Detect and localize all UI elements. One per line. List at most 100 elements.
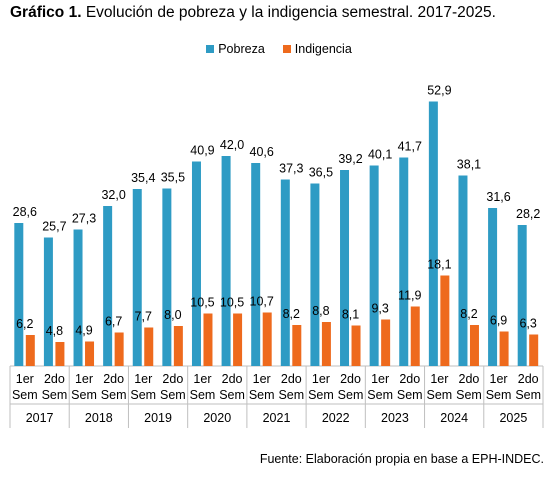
data-label-pobreza: 28,6 — [13, 205, 37, 219]
tick-label-semester: Sem — [219, 388, 245, 402]
tick-label-semester: Sem — [397, 388, 423, 402]
tick-label-semester: 2do — [399, 372, 420, 386]
bar-pobreza — [340, 170, 350, 366]
tick-label-semester: 2do — [162, 372, 183, 386]
bar-indigencia — [410, 306, 420, 366]
data-label-indigencia: 10,7 — [250, 295, 274, 309]
tick-label-semester: 2do — [44, 372, 65, 386]
data-label-pobreza: 40,6 — [250, 145, 274, 159]
data-label-pobreza: 39,2 — [338, 152, 362, 166]
bar-pobreza — [221, 156, 231, 366]
tick-label-year: 2024 — [440, 411, 468, 425]
bar-pobreza — [162, 188, 172, 366]
tick-label-semester: 2do — [222, 372, 243, 386]
bar-indigencia — [499, 331, 509, 366]
tick-label-semester: Sem — [515, 388, 541, 402]
legend-item-indigencia: Indigencia — [282, 42, 352, 56]
tick-label-year: 2018 — [85, 411, 113, 425]
data-label-pobreza: 38,1 — [457, 158, 481, 172]
data-label-pobreza: 52,9 — [427, 84, 451, 98]
data-label-indigencia: 8,0 — [164, 308, 181, 322]
data-label-pobreza: 32,0 — [101, 188, 125, 202]
bar-pobreza — [14, 223, 24, 366]
bar-indigencia — [292, 325, 302, 366]
data-label-indigencia: 4,9 — [75, 324, 92, 338]
tick-label-semester: 1er — [430, 372, 448, 386]
data-label-pobreza: 40,1 — [368, 148, 392, 162]
tick-label-semester: 2do — [459, 372, 480, 386]
data-label-pobreza: 42,0 — [220, 138, 244, 152]
bar-indigencia — [262, 312, 272, 366]
tick-label-semester: Sem — [160, 388, 186, 402]
bar-pobreza — [191, 161, 201, 366]
tick-label-semester: 2do — [281, 372, 302, 386]
tick-label-semester: Sem — [190, 388, 216, 402]
data-label-indigencia: 6,3 — [519, 317, 536, 331]
tick-label-semester: Sem — [486, 388, 512, 402]
data-label-pobreza: 40,9 — [190, 144, 214, 158]
bar-pobreza — [369, 165, 379, 366]
bar-pobreza — [310, 183, 320, 366]
tick-label-semester: 1er — [193, 372, 211, 386]
bar-indigencia — [173, 326, 183, 366]
bar-indigencia — [469, 325, 479, 366]
data-label-indigencia: 10,5 — [220, 296, 244, 310]
tick-label-semester: Sem — [101, 388, 127, 402]
tick-label-semester: 1er — [16, 372, 34, 386]
data-label-pobreza: 28,2 — [516, 207, 540, 221]
tick-label-semester: 2do — [340, 372, 361, 386]
bar-indigencia — [529, 334, 539, 366]
bar-indigencia — [233, 313, 243, 366]
tick-label-semester: Sem — [130, 388, 156, 402]
tick-label-year: 2025 — [499, 411, 527, 425]
chart-title-prefix: Gráfico 1. — [10, 4, 82, 21]
bar-indigencia — [55, 342, 65, 366]
bar-pobreza — [458, 175, 468, 366]
chart-title-text: Evolución de pobreza y la indigencia sem… — [85, 4, 496, 21]
tick-label-year: 2020 — [203, 411, 231, 425]
tick-label-semester: Sem — [278, 388, 304, 402]
tick-label-semester: Sem — [456, 388, 482, 402]
tick-label-semester: Sem — [249, 388, 275, 402]
data-label-pobreza: 35,5 — [161, 171, 185, 185]
data-label-pobreza: 25,7 — [42, 220, 66, 234]
tick-label-year: 2017 — [26, 411, 54, 425]
tick-label-semester: 2do — [103, 372, 124, 386]
bar-pobreza — [488, 208, 498, 366]
tick-label-year: 2023 — [381, 411, 409, 425]
tick-label-semester: 1er — [312, 372, 330, 386]
data-label-indigencia: 8,1 — [342, 308, 359, 322]
data-label-indigencia: 18,1 — [427, 258, 451, 272]
tick-label-year: 2022 — [322, 411, 350, 425]
bar-indigencia — [381, 319, 391, 366]
bar-indigencia — [203, 313, 213, 366]
legend-swatch-indigencia — [282, 45, 291, 53]
data-label-pobreza: 41,7 — [398, 140, 422, 154]
bar-indigencia — [321, 322, 331, 366]
bar-pobreza — [399, 157, 409, 366]
legend-item-pobreza: Pobreza — [206, 42, 265, 56]
bar-pobreza — [73, 229, 83, 366]
tick-label-semester: Sem — [42, 388, 68, 402]
bar-indigencia — [351, 325, 361, 366]
tick-label-semester: 2do — [518, 372, 539, 386]
tick-label-semester: 1er — [490, 372, 508, 386]
legend-label-pobreza: Pobreza — [218, 42, 265, 56]
tick-label-semester: 1er — [371, 372, 389, 386]
data-label-indigencia: 8,2 — [283, 307, 300, 321]
data-label-pobreza: 35,4 — [131, 171, 155, 185]
chart-title: Gráfico 1. Evolución de pobreza y la ind… — [10, 4, 496, 22]
tick-label-semester: Sem — [338, 388, 364, 402]
bar-indigencia — [25, 335, 35, 366]
tick-label-year: 2021 — [263, 411, 291, 425]
data-label-indigencia: 8,2 — [460, 307, 477, 321]
tick-label-semester: Sem — [427, 388, 453, 402]
data-label-indigencia: 6,7 — [105, 315, 122, 329]
data-label-pobreza: 27,3 — [72, 212, 96, 226]
tick-label-semester: Sem — [12, 388, 38, 402]
data-label-pobreza: 36,5 — [309, 166, 333, 180]
data-label-indigencia: 9,3 — [371, 302, 388, 316]
data-label-indigencia: 4,8 — [46, 324, 63, 338]
tick-label-semester: 1er — [253, 372, 271, 386]
data-label-indigencia: 6,9 — [490, 314, 507, 328]
